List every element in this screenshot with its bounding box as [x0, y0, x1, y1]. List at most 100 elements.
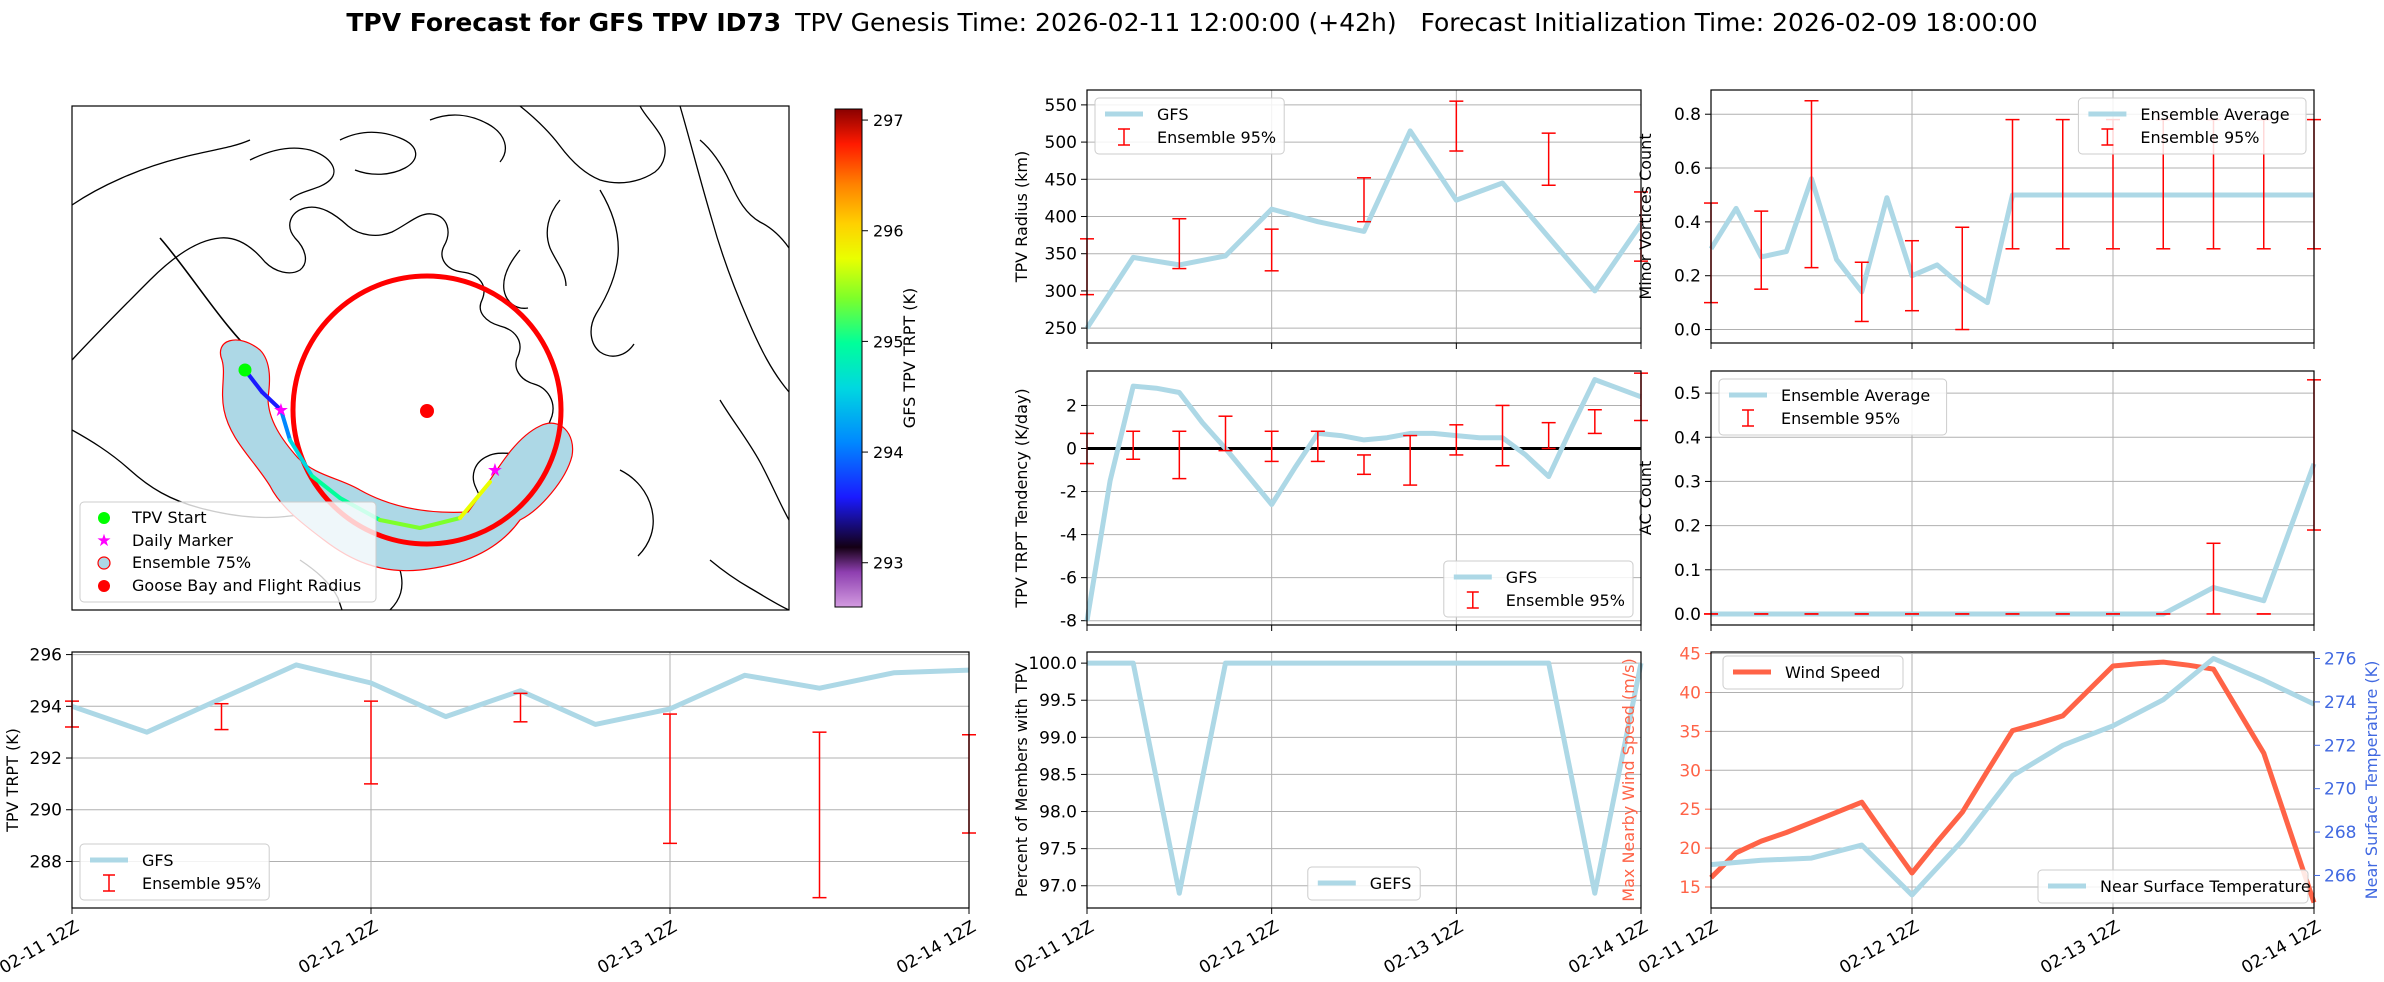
- legend-label: Ensemble Average: [1781, 386, 1930, 405]
- y-tick-label: 0.0: [1674, 605, 1701, 625]
- y2-tick-label: 274: [2324, 693, 2356, 713]
- legend: GFS Ensemble 95%: [79, 843, 270, 901]
- y-tick-label: -2: [1060, 483, 1077, 503]
- y-tick-label: 0.6: [1674, 159, 1701, 179]
- y-tick-label: 97.0: [1039, 877, 1077, 897]
- legend: Near Surface Temperature: [2037, 869, 2311, 904]
- y-tick-label: 40: [1679, 683, 1701, 703]
- y-tick-label: 0.5: [1674, 384, 1701, 404]
- legend-label: Near Surface Temperature: [2100, 877, 2311, 896]
- y-tick-label: 300: [1045, 282, 1077, 302]
- errorbar: [364, 700, 378, 785]
- plot-frame: [1086, 89, 1642, 344]
- legend: GFS Ensemble 95%: [1443, 560, 1634, 618]
- errorbar: [1172, 217, 1187, 270]
- y-tick-label: -6: [1060, 569, 1077, 589]
- errorbar: [2005, 118, 2020, 250]
- legend-label: Ensemble 95%: [1157, 128, 1276, 147]
- errorbar: [1126, 430, 1141, 461]
- track-segment: [458, 480, 492, 520]
- y-axis-label: TPV Radius (km): [1012, 151, 1031, 284]
- track-segment: [310, 474, 342, 500]
- y-axis-label: AC Count: [1636, 461, 1655, 535]
- title-bold: TPV Forecast for GFS TPV ID73: [346, 8, 781, 37]
- legend: GEFS: [1307, 866, 1421, 901]
- x-tick-label: 02-12 12Z: [1196, 917, 1282, 978]
- legend-swatch-errorbar: [103, 874, 115, 892]
- errorbar: [1172, 430, 1187, 480]
- map-legend: TPV Start ★ Daily Marker Ensemble 75% Go…: [79, 501, 377, 603]
- errorbar: [1541, 421, 1556, 450]
- y2-tick-label: 270: [2324, 780, 2356, 800]
- errorbar: [1218, 415, 1233, 452]
- y-tick-label: 350: [1045, 245, 1077, 265]
- y-axis-label: TPV TRPT Tendency (K/day): [1012, 388, 1031, 608]
- chart-minor: 0.0 0.2 0.4 0.6 0.8 Minor Vortices Count Ensem…: [1636, 89, 2321, 349]
- y-tick-label: 500: [1045, 133, 1077, 153]
- plot-area: [1711, 652, 2314, 908]
- y-tick-label: 0.3: [1674, 472, 1701, 492]
- y-tick-label: 98.0: [1039, 803, 1077, 823]
- flight-radius-circle: [290, 273, 564, 547]
- y2-tick-label: 266: [2324, 866, 2356, 886]
- y-tick-label: 30: [1679, 761, 1701, 781]
- y-tick-label: 450: [1045, 170, 1077, 190]
- y-tick-label: 20: [1679, 839, 1701, 859]
- legend-star-swatch: ★: [96, 531, 111, 551]
- x-tick-label: 02-12 12Z: [1836, 917, 1922, 978]
- y-tick-label: 292: [30, 749, 62, 769]
- y-tick-label: 0.4: [1674, 213, 1701, 233]
- y-tick-label: 294: [30, 697, 62, 717]
- y2-tick-label: 272: [2324, 736, 2356, 756]
- x-tick-label: 02-11 12Z: [0, 917, 83, 978]
- errorbar: [1754, 210, 1769, 290]
- y-tick-label: 0.0: [1674, 321, 1701, 341]
- errorbar: [1905, 239, 1919, 312]
- legend-label: GEFS: [1370, 874, 1412, 893]
- legend-label: GFS: [1506, 568, 1537, 587]
- errorbar: [2206, 542, 2221, 615]
- y-tick-label: 0.8: [1674, 105, 1701, 125]
- y-tick-label: 290: [30, 801, 62, 821]
- chart-tendency: -8 -6 -4 -2 0 2 TPV TRPT Tendency (K/day) GFS En…: [1012, 370, 1648, 632]
- plot-frame: [1086, 651, 1642, 909]
- map-panel: ★ ★ TPV Start ★ Daily Marker Ensemble 75…: [71, 105, 919, 611]
- errorbar: [1541, 132, 1556, 186]
- x-tick-label: 02-14 12Z: [893, 917, 979, 978]
- chart-members: 97.0 97.5 98.0 98.5 99.0 99.5 100.0 02-11 12Z 02…: [1011, 651, 1652, 978]
- y-tick-label: 400: [1045, 208, 1077, 228]
- legend-swatch-errorbar: [1118, 128, 1130, 146]
- series-line-gefs: [1087, 660, 1644, 896]
- y-tick-label: 296: [30, 646, 62, 666]
- y-tick-label: 98.5: [1039, 765, 1077, 785]
- errorbar: [812, 731, 827, 899]
- errorbar: [1449, 424, 1464, 456]
- y-tick-label: -4: [1060, 526, 1077, 546]
- daily-marker-2: ★: [487, 460, 503, 481]
- track-segment: [288, 438, 314, 478]
- y-axis-label: TPV TRPT (K): [3, 728, 22, 833]
- errorbar: [1264, 228, 1279, 272]
- errorbar: [1854, 261, 1869, 323]
- x-tick-label: 02-11 12Z: [1635, 917, 1721, 978]
- colorbar-tick-label: 297: [873, 111, 904, 130]
- y-tick-label: 25: [1679, 800, 1701, 820]
- legend: GFS Ensemble 95%: [1094, 97, 1285, 155]
- y-tick-label: 99.5: [1039, 691, 1077, 711]
- x-tick-label: 02-13 12Z: [2037, 917, 2123, 978]
- errorbar: [1357, 177, 1371, 223]
- plot-area: [1087, 652, 1641, 908]
- chart-wind: 15 20 25 30 35 40 45 02-11 12Z 02-12 12Z 02-13 12…: [1619, 645, 2381, 979]
- legend-label: GFS: [1157, 105, 1188, 124]
- y-tick-label: 550: [1045, 96, 1077, 116]
- y-tick-label: 100.0: [1028, 654, 1077, 674]
- x-tick-label: 02-14 12Z: [2238, 917, 2324, 978]
- errorbar: [1587, 408, 1602, 435]
- errorbar: [214, 702, 229, 731]
- errorbar: [1357, 454, 1371, 476]
- legend-start-swatch: [98, 512, 110, 524]
- goose-bay-marker: [420, 404, 434, 418]
- y-tick-label: 2: [1066, 396, 1077, 416]
- chart-ac: 0.0 0.1 0.2 0.3 0.4 0.5 AC Count Ensemble Avera…: [1636, 370, 2321, 631]
- plot-frame: [1710, 651, 2315, 909]
